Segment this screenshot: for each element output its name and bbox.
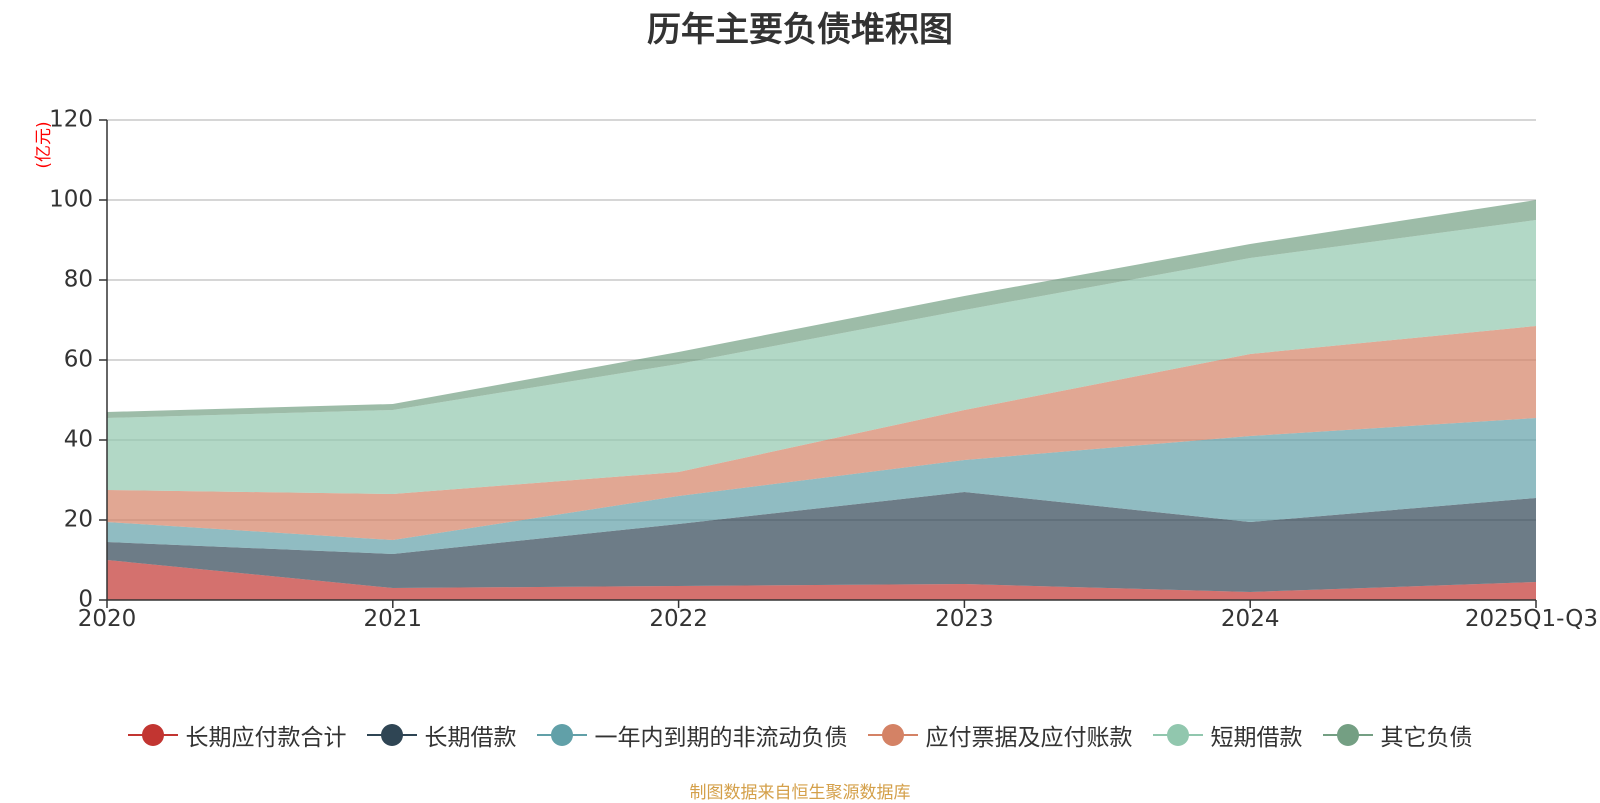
area-series-1[interactable]: [107, 492, 1536, 592]
source-note: 制图数据来自恒生聚源数据库: [689, 783, 911, 803]
y-tick-label: 100: [49, 187, 93, 213]
y-tick-label: 120: [49, 107, 93, 133]
area-series-4[interactable]: [107, 220, 1536, 494]
legend-dot: [380, 724, 403, 746]
legend-label: 短期借款: [1210, 725, 1303, 751]
area-series-2[interactable]: [107, 418, 1536, 554]
area-series-3[interactable]: [107, 326, 1536, 540]
legend-marker: [127, 722, 178, 748]
legend-marker: [867, 722, 918, 748]
y-tick-label: 80: [64, 267, 93, 293]
legend-item[interactable]: 应付票据及应付账款: [867, 718, 1133, 752]
legend-item[interactable]: 其它负债: [1322, 718, 1473, 752]
y-tick-label: 40: [64, 427, 93, 453]
legend-label: 一年内到期的非流动负债: [594, 725, 848, 751]
axes: 0 20 40 60 80 100 120 2020 2021 2022 2023 2024 2025Q…: [49, 107, 1598, 633]
legend-label: 应付票据及应付账款: [925, 725, 1133, 751]
legend-label: 其它负债: [1380, 725, 1473, 751]
y-tick-label: 20: [64, 507, 93, 533]
legend-item[interactable]: 短期借款: [1152, 718, 1303, 752]
legend-item[interactable]: 长期借款: [366, 718, 517, 752]
x-tick-label: 2024: [1221, 606, 1280, 632]
legend-marker: [536, 722, 587, 748]
x-tick-label: 2023: [935, 606, 994, 632]
legend-marker: [1322, 722, 1373, 748]
legend: 长期应付款合计 长期借款 一年内到期的非流动负债 应付票据及应付账款 短期借款 其它负债: [0, 718, 1600, 752]
chart-title: 历年主要负债堆积图: [647, 10, 953, 50]
legend-marker: [1152, 722, 1203, 748]
legend-item[interactable]: 长期应付款合计: [127, 718, 347, 752]
y-axis-label: (亿元): [34, 121, 54, 168]
legend-dot: [141, 724, 164, 746]
y-tick-label: 60: [64, 347, 93, 373]
area-series-0[interactable]: [107, 560, 1536, 600]
legend-dot: [550, 724, 573, 746]
legend-label: 长期应付款合计: [185, 725, 347, 751]
stacked-areas: [107, 200, 1536, 600]
legend-marker: [366, 722, 417, 748]
legend-item[interactable]: 一年内到期的非流动负债: [536, 718, 848, 752]
x-tick-label: 2022: [649, 606, 708, 632]
x-tick-label: 2020: [78, 606, 137, 632]
legend-dot: [881, 724, 904, 746]
legend-dot: [1166, 724, 1189, 746]
x-tick-label: 2025Q1-Q3: [1465, 606, 1598, 632]
y-tick-label: 0: [78, 587, 93, 613]
legend-label: 长期借款: [424, 725, 517, 751]
legend-dot: [1336, 724, 1359, 746]
x-tick-label: 2021: [364, 606, 423, 632]
